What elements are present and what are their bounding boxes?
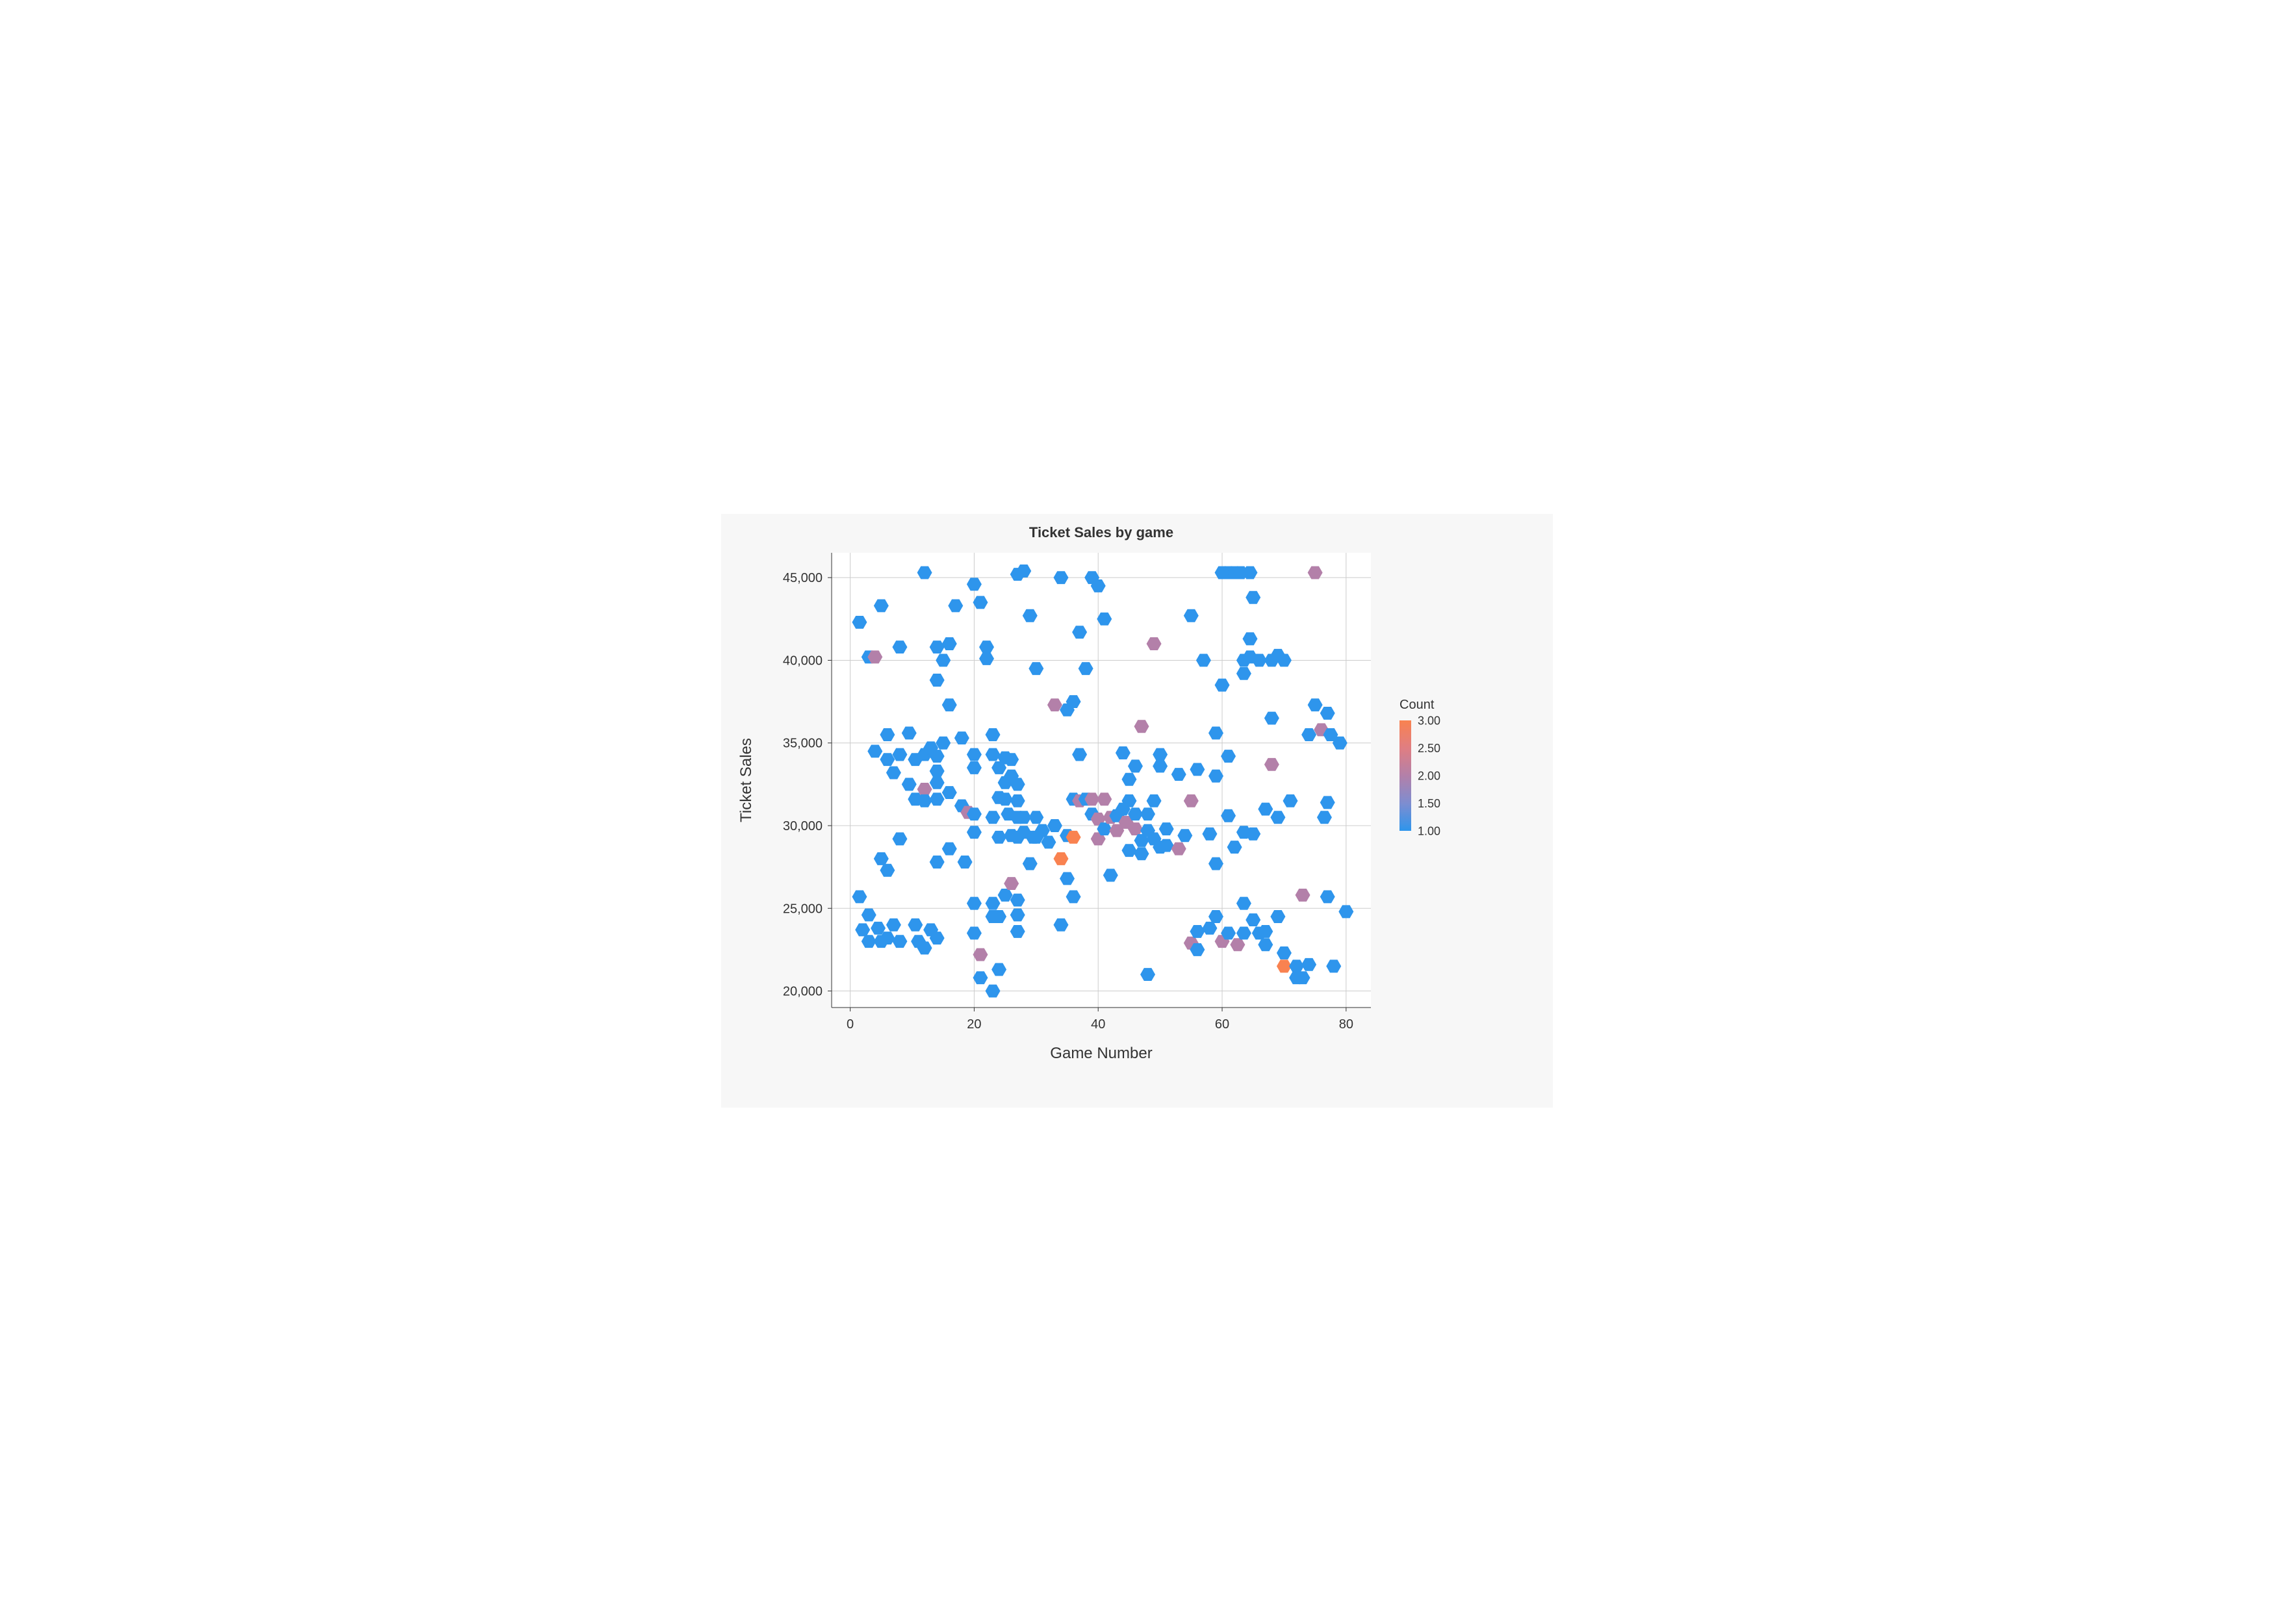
legend-tick-label: 2.50: [1418, 741, 1440, 754]
y-tick-label: 45,000: [783, 571, 823, 585]
legend-title: Count: [1399, 698, 1435, 712]
y-axis-title: Ticket Sales: [737, 738, 755, 822]
x-tick-label: 0: [847, 1017, 854, 1032]
chart-title: Ticket Sales by game: [1029, 524, 1173, 540]
y-tick-label: 40,000: [783, 653, 823, 668]
legend-gradient-bar: [1399, 720, 1411, 831]
x-tick-label: 20: [967, 1017, 981, 1032]
hexbin-chart: 0 20 40 60 80 20,000 25,000 30,000 35,000 40,000 4…: [721, 514, 1553, 1108]
legend-tick-label: 1.50: [1418, 796, 1440, 809]
x-tick-label: 40: [1091, 1017, 1105, 1032]
legend-tick-label: 2.00: [1418, 769, 1440, 782]
x-axis-title: Game Number: [1050, 1045, 1152, 1062]
legend-tick-label: 1.00: [1418, 824, 1440, 837]
y-tick-label: 30,000: [783, 819, 823, 833]
y-tick-label: 20,000: [783, 984, 823, 998]
chart-container: 0 20 40 60 80 20,000 25,000 30,000 35,000 40,000 4…: [721, 514, 1553, 1111]
y-tick-label: 35,000: [783, 736, 823, 750]
x-tick-label: 60: [1215, 1017, 1229, 1032]
legend-tick-label: 3.00: [1418, 714, 1440, 727]
x-tick-label: 80: [1339, 1017, 1353, 1032]
plot-area: 0 20 40 60 80 20,000 25,000 30,000 35,000 40,000 4…: [783, 553, 1371, 1032]
y-tick-label: 25,000: [783, 902, 823, 916]
